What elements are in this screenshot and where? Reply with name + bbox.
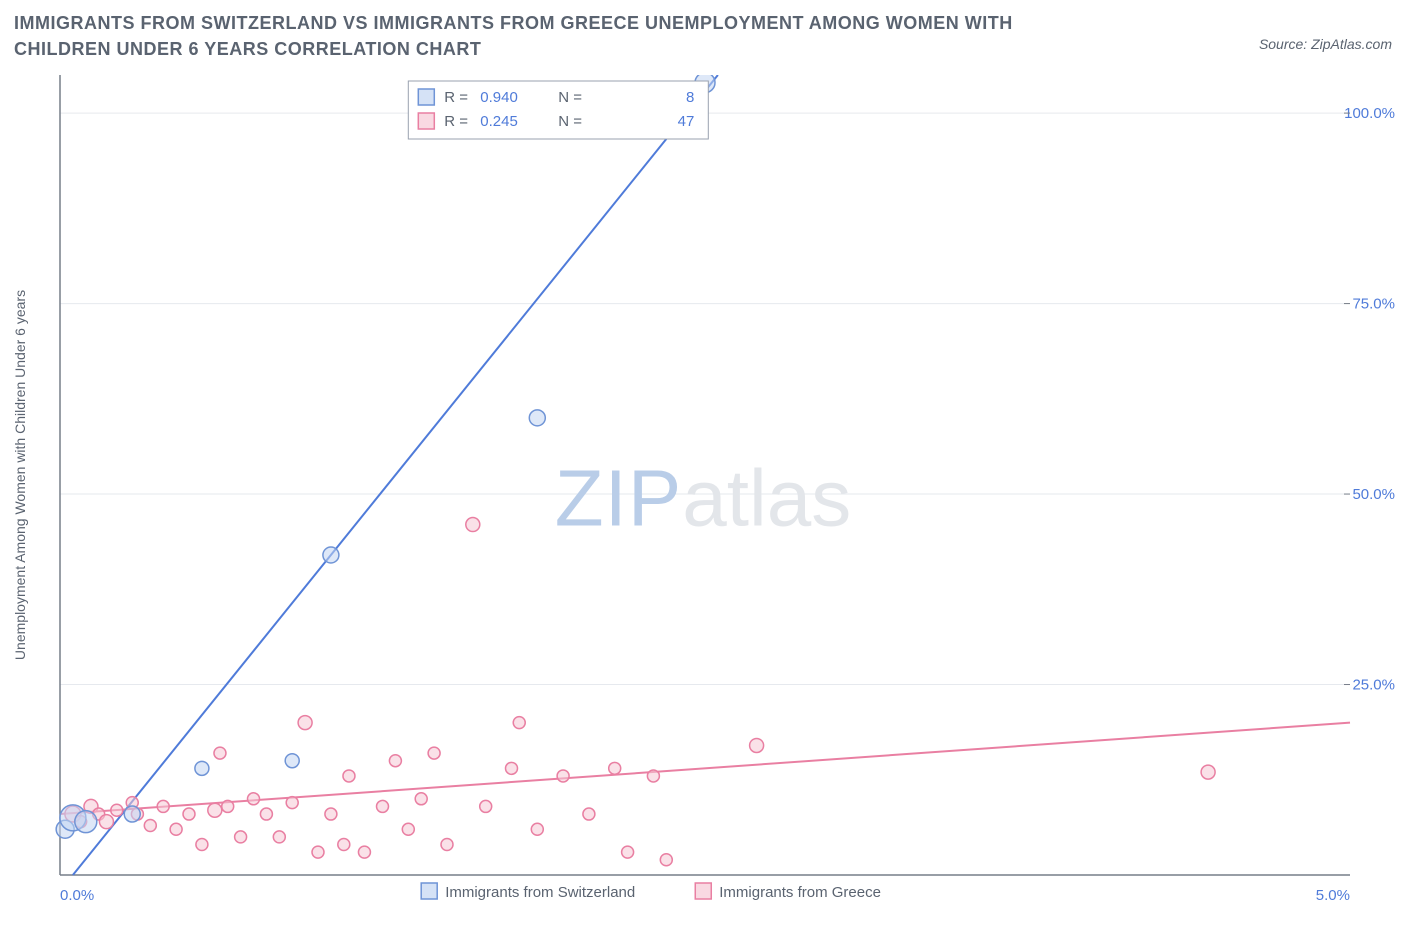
switzerland-point (285, 754, 299, 768)
greece-point (260, 808, 272, 820)
greece-point (480, 800, 492, 812)
greece-point (170, 823, 182, 835)
bottom-legend-label-switzerland: Immigrants from Switzerland (445, 884, 635, 901)
correlation-scatter-chart: 25.0% 50.0% 75.0% 100.0% 0.0% 5.0% Unemploymen… (0, 75, 1406, 930)
legend-n-value-switzerland: 8 (686, 89, 694, 106)
greece-point (660, 854, 672, 866)
legend-n-label: N = (558, 113, 582, 130)
greece-point (441, 839, 453, 851)
greece-point (222, 800, 234, 812)
greece-point (415, 793, 427, 805)
greece-point (248, 793, 260, 805)
switzerland-point (195, 761, 209, 775)
greece-point (647, 770, 659, 782)
chart-container: ZIPatlas 25.0%50.0%75.0%100.0%0.0%5.0%Un… (0, 75, 1406, 930)
greece-point (111, 804, 123, 816)
chart-title: IMMIGRANTS FROM SWITZERLAND VS IMMIGRANT… (14, 10, 1114, 62)
greece-point (144, 819, 156, 831)
greece-point (196, 839, 208, 851)
y-tick-label: 75.0% (1352, 296, 1395, 313)
greece-point (358, 846, 370, 858)
greece-point (1201, 765, 1215, 779)
greece-point (428, 747, 440, 759)
greece-point (531, 823, 543, 835)
greece-point (286, 797, 298, 809)
y-axis-label: Unemployment Among Women with Children U… (12, 290, 28, 660)
greece-point (402, 823, 414, 835)
greece-point (235, 831, 247, 843)
legend-swatch-greece (418, 113, 434, 129)
greece-point (183, 808, 195, 820)
legend-r-value-switzerland: 0.940 (480, 89, 518, 106)
bottom-legend-swatch-switzerland (421, 883, 437, 899)
switzerland-point (75, 811, 97, 833)
greece-point (343, 770, 355, 782)
y-tick-label: 25.0% (1352, 677, 1395, 694)
greece-point (622, 846, 634, 858)
greece-point (513, 717, 525, 729)
greece-point (99, 815, 113, 829)
bottom-legend-swatch-greece (695, 883, 711, 899)
bottom-legend-label-greece: Immigrants from Greece (719, 884, 881, 901)
legend-r-label: R = (444, 113, 468, 130)
greece-point (466, 518, 480, 532)
greece-point (583, 808, 595, 820)
greece-point (557, 770, 569, 782)
legend-n-value-greece: 47 (678, 113, 695, 130)
legend-r-value-greece: 0.245 (480, 113, 518, 130)
switzerland-point (529, 410, 545, 426)
x-tick-label: 0.0% (60, 887, 94, 904)
source-label: Source: ZipAtlas.com (1259, 36, 1392, 52)
legend-n-label: N = (558, 89, 582, 106)
greece-point (750, 738, 764, 752)
legend-r-label: R = (444, 89, 468, 106)
x-tick-label: 5.0% (1316, 887, 1350, 904)
greece-point (609, 762, 621, 774)
greece-point (208, 803, 222, 817)
greece-point (389, 755, 401, 767)
greece-point (338, 839, 350, 851)
greece-point (273, 831, 285, 843)
greece-point (214, 747, 226, 759)
greece-point (298, 716, 312, 730)
greece-point (312, 846, 324, 858)
y-tick-label: 100.0% (1344, 105, 1395, 122)
y-tick-label: 50.0% (1352, 486, 1395, 503)
greece-point (157, 800, 169, 812)
greece-point (506, 762, 518, 774)
greece-point (377, 800, 389, 812)
legend-swatch-switzerland (418, 89, 434, 105)
greece-point (325, 808, 337, 820)
switzerland-point (323, 547, 339, 563)
switzerland-point (124, 806, 140, 822)
